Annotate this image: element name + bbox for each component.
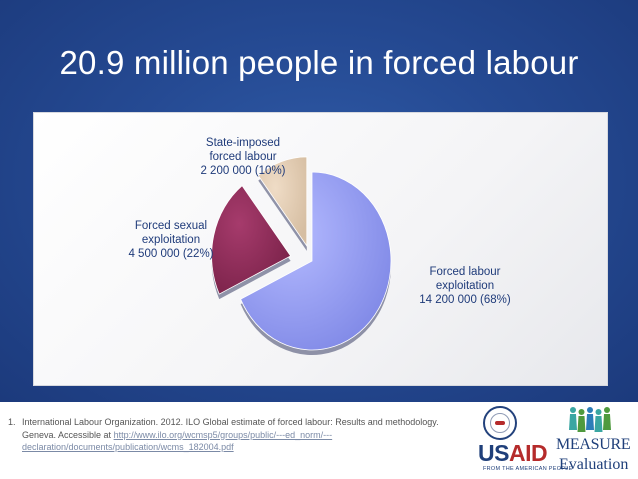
usaid-tagline: FROM THE AMERICAN PEOPLE	[483, 466, 573, 472]
pie-slice	[211, 185, 292, 295]
pie-slice	[240, 171, 392, 351]
footer-area	[0, 402, 638, 479]
pie-slice-label: Forced sexual exploitation 4 500 000 (22%)	[128, 220, 213, 260]
pie-slice	[257, 156, 308, 248]
pie-slice-label: Forced labour exploitation 14 200 000 (68%…	[419, 266, 511, 306]
person-head	[578, 409, 585, 415]
person-head	[595, 409, 602, 415]
usaid-seal-icon	[483, 406, 517, 440]
pie-chart: Forced labour exploitation 14 200 000 (68%…	[128, 137, 511, 355]
footnote-number: 1.	[8, 417, 16, 427]
usaid-logo-text: USAID	[478, 440, 548, 466]
person-body	[577, 416, 586, 432]
person-body	[603, 414, 611, 430]
chart-panel: Forced labour exploitation 14 200 000 (68%…	[33, 112, 608, 386]
measure-people-icon	[569, 407, 611, 432]
person-head	[604, 407, 610, 413]
pie-slice-label: State-imposed forced labour 2 200 000 (10%…	[200, 137, 285, 177]
person-body	[586, 414, 594, 430]
measure-logo-line1: MEASURE	[556, 436, 631, 453]
footnote-link[interactable]: http://www.ilo.org/wcmsp5/groups/public/…	[22, 429, 333, 453]
footnote-text: International Labour Organization. 2012.…	[22, 417, 439, 440]
source-footnote: 1. International Labour Organization. 201…	[8, 416, 478, 454]
person-head	[570, 407, 576, 413]
measure-logo-line2: Evaluation	[559, 456, 629, 473]
person-body	[594, 416, 603, 432]
person-head	[587, 407, 593, 413]
person-body	[569, 414, 577, 430]
slide-title: 20.9 million people in forced labour	[59, 44, 579, 81]
usaid-logo: USAID	[478, 440, 548, 467]
